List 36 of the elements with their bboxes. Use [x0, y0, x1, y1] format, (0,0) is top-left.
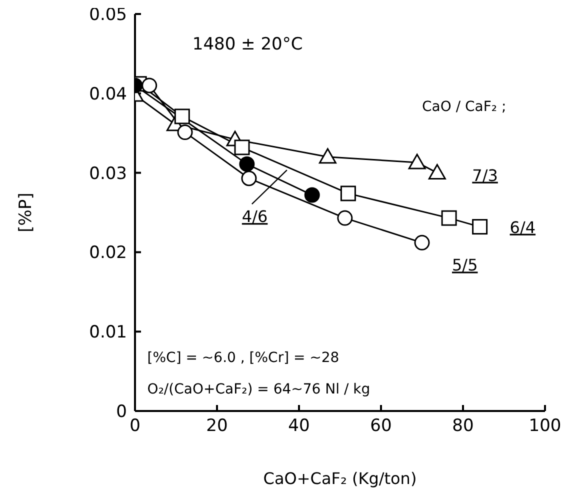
point [337, 210, 353, 226]
series-label: 7/3 [472, 166, 498, 185]
point [174, 108, 190, 124]
x-axis-title: CaO+CaF₂ (Kg/ton) [263, 469, 417, 488]
x-tick-label: 80 [452, 416, 474, 436]
point [304, 187, 320, 203]
annotation: [%C] = ~6.0 , [%Cr] = ~28 [147, 350, 340, 366]
annotation: 1480 ± 20°C [192, 34, 303, 55]
point [241, 170, 257, 186]
point [408, 154, 426, 170]
legend-label: 4/6 [242, 207, 268, 226]
y-tick-label: 0.03 [89, 164, 127, 184]
x-tick-label: 20 [206, 416, 228, 436]
x-tick-label: 40 [288, 416, 310, 436]
point [239, 156, 255, 172]
y-axis-title: [%P] [16, 192, 36, 232]
point [142, 78, 158, 94]
point [441, 210, 457, 226]
series-label: 5/5 [452, 256, 478, 275]
series-label: 6/4 [510, 218, 536, 237]
x-tick-label: 100 [528, 416, 562, 436]
point [428, 164, 446, 180]
point [414, 234, 430, 250]
legend-title: CaO / CaF₂ ; [422, 98, 506, 115]
point [318, 148, 336, 164]
point [340, 186, 356, 202]
x-tick-label: 60 [370, 416, 392, 436]
y-tick-label: 0.04 [89, 84, 127, 104]
point [177, 124, 193, 140]
y-tick-label: 0 [116, 402, 127, 422]
point [234, 140, 250, 156]
annotation: O₂/(CaO+CaF₂) = 64~76 Nl / kg [147, 382, 370, 398]
point [472, 219, 488, 235]
y-tick-label: 0.02 [89, 243, 127, 264]
x-tick-label: 0 [130, 416, 140, 436]
y-tick-label: 0.01 [89, 322, 127, 343]
